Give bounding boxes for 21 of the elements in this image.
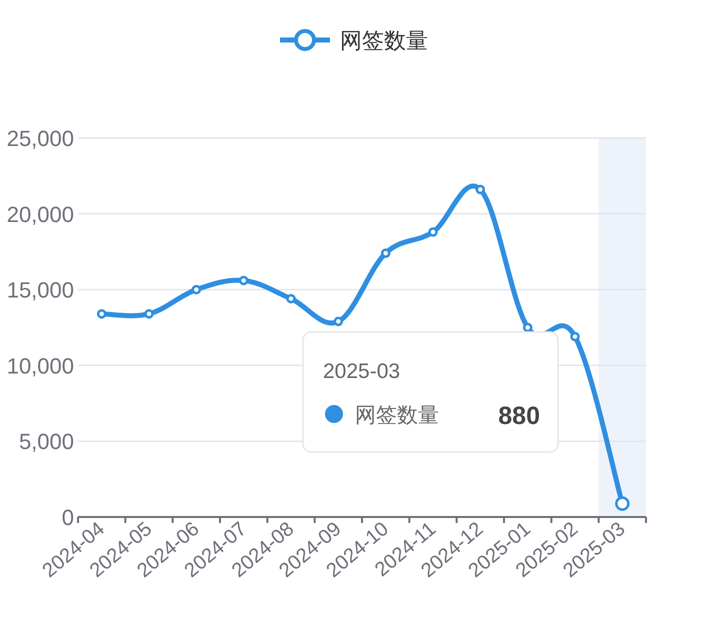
annotation: 880	[498, 402, 540, 430]
legend-label: 网签数量	[340, 28, 428, 53]
point	[286, 294, 296, 304]
y-tick-label: 15,000	[6, 278, 74, 303]
point	[522, 322, 532, 332]
y-tick-label: 20,000	[6, 202, 74, 227]
point	[476, 184, 486, 194]
point	[380, 248, 390, 258]
point	[334, 316, 344, 326]
point	[96, 309, 106, 319]
point	[192, 284, 202, 294]
annotation: 网签数量	[355, 404, 439, 427]
point	[144, 309, 154, 319]
point	[238, 276, 248, 286]
point	[428, 227, 438, 237]
y-tick-label: 10,000	[6, 353, 74, 378]
y-tick-label: 5,000	[18, 429, 74, 454]
annotation: 2025-03	[323, 360, 400, 383]
y-tick-label: 25,000	[6, 126, 74, 151]
tooltip: 2025-03 网签数量 880	[302, 331, 559, 453]
point	[570, 332, 580, 342]
